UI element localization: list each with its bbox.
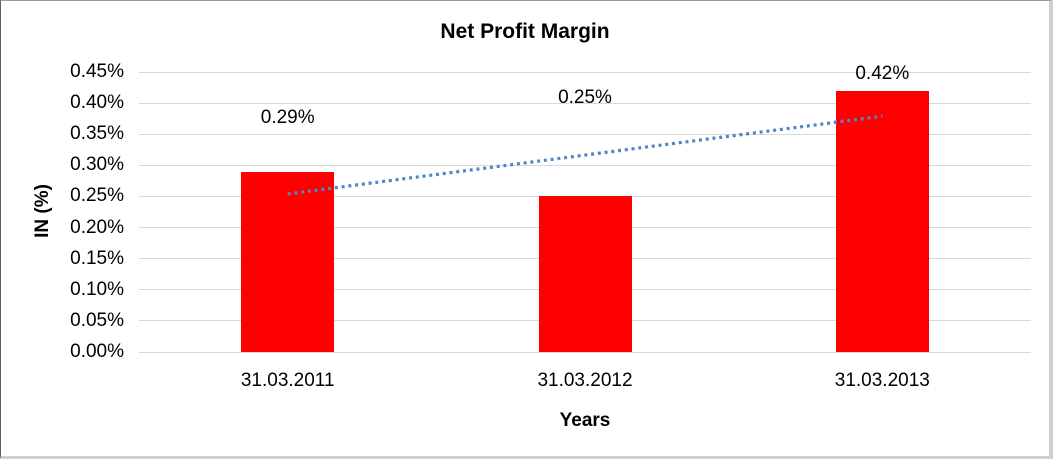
y-axis-tick-label: 0.30% [70, 154, 124, 176]
x-axis-category-label: 31.03.2011 [240, 370, 335, 391]
y-axis-tick-label: 0.20% [70, 216, 124, 238]
data-label: 0.25% [558, 87, 612, 109]
x-axis-category-label: 31.03.2012 [537, 370, 633, 391]
y-axis-tick-label: 0.00% [70, 341, 124, 362]
y-axis-tick-label: 0.35% [70, 123, 124, 145]
chart-title: Net Profit Margin [440, 20, 610, 43]
data-label: 0.29% [260, 107, 315, 128]
y-gridline [139, 71, 1031, 73]
y-axis-tick-label: 0.15% [70, 247, 124, 269]
y-axis-tick-label: 0.40% [70, 92, 124, 114]
bar-31.03.2011 [241, 171, 335, 352]
x-axis-title: Years [559, 410, 611, 431]
bar-31.03.2013 [835, 90, 929, 352]
y-gridline [139, 351, 1031, 353]
y-axis-tick-label: 0.10% [70, 278, 124, 300]
y-axis-tick-label: 0.25% [70, 185, 124, 207]
y-gridline [139, 102, 1031, 104]
bar-31.03.2012 [538, 196, 632, 352]
y-axis-tick-label: 0.05% [70, 309, 124, 331]
x-axis-category-label: 31.03.2013 [834, 370, 930, 391]
data-label: 0.42% [855, 62, 910, 84]
y-axis-tick-label: 0.45% [70, 61, 124, 82]
